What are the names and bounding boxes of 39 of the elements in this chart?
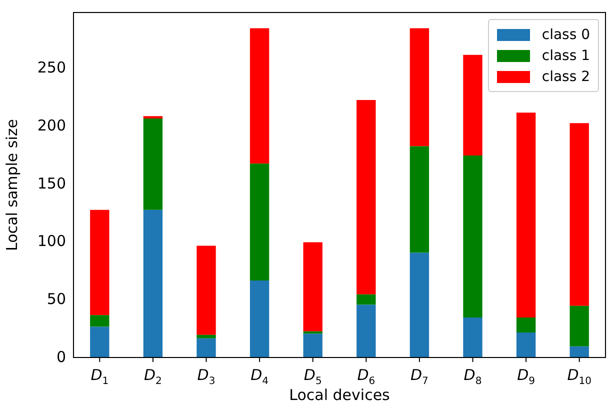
bar (250, 28, 270, 164)
bar (410, 28, 430, 146)
bar (463, 318, 482, 358)
y-tick-label: 100 (37, 232, 66, 250)
bar (250, 164, 270, 280)
bar (570, 346, 589, 358)
bar (196, 338, 216, 358)
bar (516, 332, 536, 358)
bar (356, 294, 376, 305)
bar (463, 54, 482, 156)
bar (356, 304, 376, 358)
bar (303, 334, 322, 358)
y-tick-label: 50 (46, 290, 66, 308)
bar (356, 100, 376, 294)
y-tick-label: 0 (56, 348, 66, 366)
bar (303, 242, 322, 332)
y-tick-label: 250 (37, 58, 66, 77)
legend-label: class 2 (542, 68, 590, 84)
bar (196, 246, 216, 335)
x-axis-title: Local devices (289, 386, 390, 404)
bar (410, 252, 430, 358)
bar (463, 155, 482, 318)
bar (90, 315, 110, 327)
bar (90, 326, 110, 358)
bar (570, 306, 589, 346)
bar (570, 123, 589, 306)
y-tick-label: 200 (37, 116, 66, 134)
bar (196, 334, 216, 338)
bar (516, 112, 536, 318)
bar (250, 280, 270, 358)
legend-label: class 1 (542, 48, 590, 64)
y-axis-title: Local sample size (2, 118, 21, 252)
legend-label: class 0 (542, 26, 590, 42)
bar (143, 118, 163, 210)
bar (410, 146, 430, 253)
bar (516, 318, 536, 333)
bar (143, 210, 163, 358)
y-tick-label: 150 (37, 174, 66, 192)
bar (90, 210, 110, 316)
